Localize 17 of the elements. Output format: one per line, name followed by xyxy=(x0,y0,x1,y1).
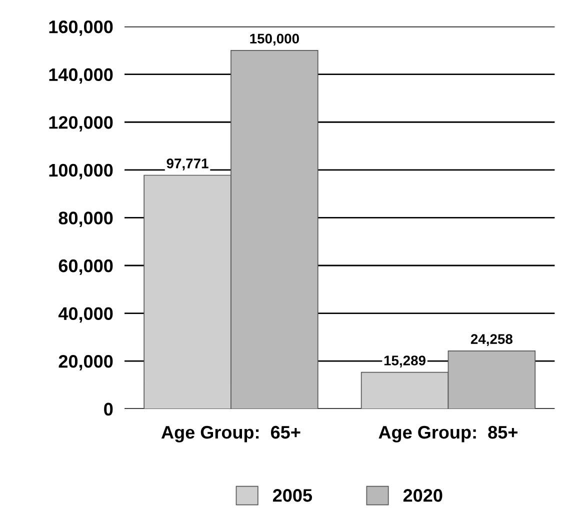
data-label: 97,771 xyxy=(166,158,208,170)
y-tick-label: 100,000 xyxy=(49,164,113,180)
x-tick-label: Age Group: 65+ xyxy=(161,426,300,442)
y-tick-label: 120,000 xyxy=(49,116,113,132)
y-tick-label: 80,000 xyxy=(58,212,113,228)
data-label: 24,258 xyxy=(470,334,512,346)
y-tick-label: 40,000 xyxy=(58,307,113,323)
data-label: 15,289 xyxy=(384,356,426,368)
y-tick-label: 60,000 xyxy=(58,259,113,275)
y-tick-label: 0 xyxy=(104,402,113,416)
y-tick-label: 160,000 xyxy=(49,20,113,36)
y-tick-label: 140,000 xyxy=(49,68,113,84)
data-label: 150,000 xyxy=(250,34,299,46)
legend-label: 2005 xyxy=(272,489,312,502)
x-tick-label: Age Group: 85+ xyxy=(378,426,518,442)
y-tick-label: 20,000 xyxy=(58,355,113,370)
legend-label: 2020 xyxy=(403,489,442,502)
